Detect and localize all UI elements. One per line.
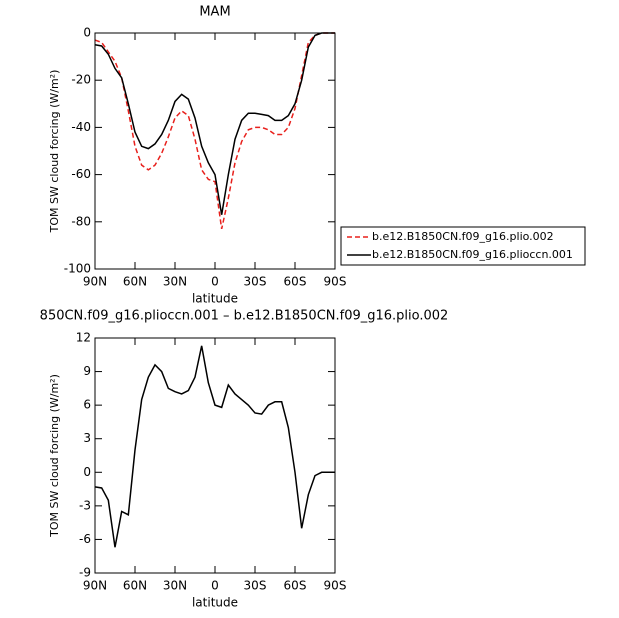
plot-frame bbox=[94, 337, 336, 574]
x-tick-label: 0 bbox=[211, 275, 219, 289]
y-tick-label: -3 bbox=[79, 498, 91, 512]
y-tick-label: -20 bbox=[71, 73, 91, 87]
y-tick-label: 12 bbox=[76, 331, 91, 345]
y-tick-label: -9 bbox=[79, 566, 91, 580]
x-tick-label: 90S bbox=[324, 275, 347, 289]
chart-title: 850CN.f09_g16.plioccn.001 – b.e12.B1850C… bbox=[40, 309, 449, 324]
y-tick-label: 0 bbox=[83, 465, 91, 479]
x-tick-label: 90N bbox=[83, 275, 107, 289]
y-tick-label: 6 bbox=[83, 398, 91, 412]
x-tick-label: 60N bbox=[123, 579, 147, 593]
plot-frame bbox=[94, 32, 336, 270]
y-tick-label: 9 bbox=[83, 364, 91, 378]
line-series bbox=[94, 32, 335, 215]
x-tick-label: 0 bbox=[211, 579, 219, 593]
x-tick-label: 30S bbox=[244, 579, 267, 593]
line-series bbox=[94, 32, 335, 230]
y-tick-label: 3 bbox=[83, 431, 91, 445]
y-axis-label: TOM SW cloud forcing (W/m²) bbox=[48, 70, 61, 234]
legend-label: b.e12.B1850CN.f09_g16.plio.002 bbox=[372, 230, 554, 243]
x-tick-label: 60S bbox=[284, 579, 307, 593]
x-tick-label: 30N bbox=[163, 275, 187, 289]
y-tick-label: -100 bbox=[64, 262, 91, 276]
x-tick-label: 30N bbox=[163, 579, 187, 593]
x-tick-label: 30S bbox=[244, 275, 267, 289]
y-tick-label: 0 bbox=[83, 26, 91, 40]
x-tick-label: 60S bbox=[284, 275, 307, 289]
y-tick-label: -80 bbox=[71, 214, 91, 228]
x-tick-label: 90N bbox=[83, 579, 107, 593]
line-series bbox=[94, 345, 335, 548]
legend-label: b.e12.B1850CN.f09_g16.plioccn.001 bbox=[372, 248, 573, 261]
x-tick-label: 60N bbox=[123, 275, 147, 289]
x-tick-label: 90S bbox=[324, 579, 347, 593]
y-tick-label: -40 bbox=[71, 120, 91, 134]
y-axis-label: TOM SW cloud forcing (W/m²) bbox=[48, 374, 61, 538]
y-tick-label: -60 bbox=[71, 167, 91, 181]
y-tick-label: -6 bbox=[79, 532, 91, 546]
chart-title: MAM bbox=[199, 5, 230, 20]
legend-box bbox=[340, 226, 586, 266]
x-axis-label: latitude bbox=[192, 292, 238, 306]
x-axis-label: latitude bbox=[192, 596, 238, 610]
